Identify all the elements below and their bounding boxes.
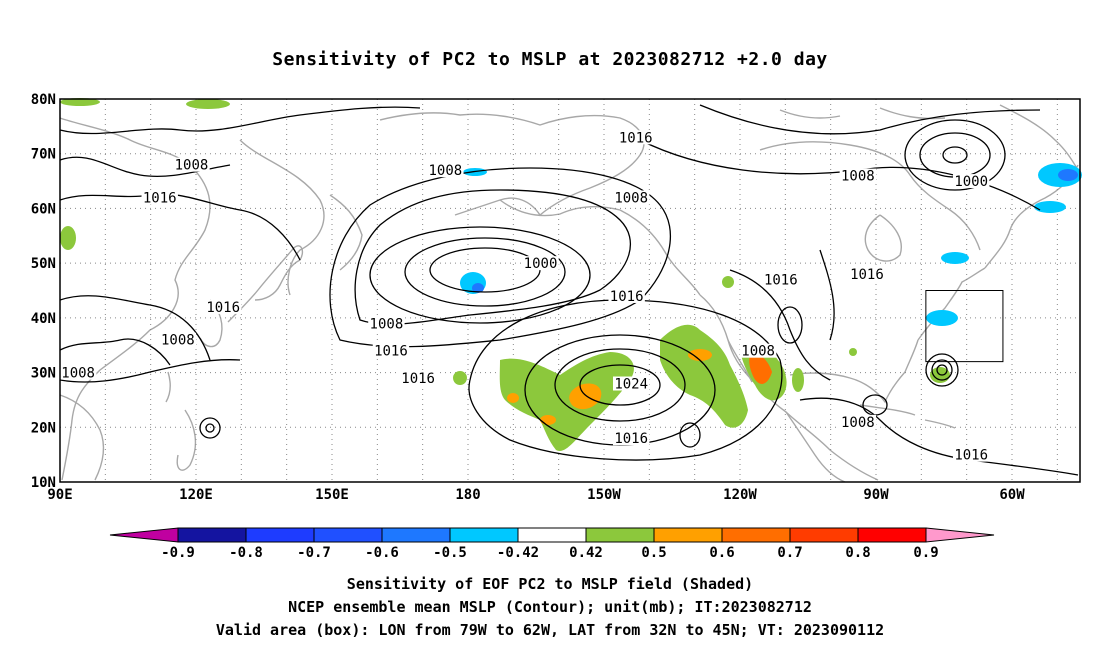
colorbar-arrow-left	[109, 527, 179, 543]
contour-label: 1024	[614, 377, 648, 393]
contour-label-bg	[608, 288, 645, 303]
contour-label: 1016	[850, 267, 884, 283]
colorbar-swatch	[313, 527, 383, 543]
colorbar-tick-label: 0.5	[641, 545, 666, 561]
contour-label: 1016	[614, 431, 648, 447]
contour-label: 1008	[161, 333, 195, 349]
lon-tick-label: 60W	[999, 487, 1025, 503]
contour-label-bg	[839, 168, 877, 183]
colorbar-swatch	[449, 527, 519, 543]
colorbar-tick-label: -0.5	[433, 545, 467, 561]
contour-label-bg	[173, 157, 210, 172]
contour-label: 1008	[841, 169, 875, 185]
colorbar-tick-label: 0.42	[569, 545, 603, 561]
lon-tick-label: 150E	[315, 487, 349, 503]
contour-label: 1016	[619, 130, 653, 146]
lat-tick-label: 70N	[31, 147, 56, 163]
colorbar-swatch	[857, 527, 927, 543]
colorbar-swatch	[789, 527, 859, 543]
contour-label-bg	[205, 299, 242, 314]
contour-label-bg	[141, 190, 178, 205]
contour-label-bg	[953, 174, 990, 189]
colorbar-tick-label: 0.9	[913, 545, 938, 561]
lat-tick-label: 10N	[31, 475, 56, 491]
lat-tick-label: 50N	[31, 256, 56, 272]
colorbar-tick-label: -0.7	[297, 545, 331, 561]
contour-label-bg	[613, 190, 650, 205]
lat-tick-label: 40N	[31, 311, 56, 327]
lon-tick-label: 120E	[179, 487, 213, 503]
contour-label: 1008	[61, 366, 95, 382]
colorbar-tick-label: 0.6	[709, 545, 734, 561]
lon-tick-label: 180	[455, 487, 480, 503]
contour-label-bg	[59, 365, 97, 380]
lon-tick-label: 120W	[723, 487, 757, 503]
lon-tick-label: 90W	[863, 487, 889, 503]
colorbar-swatch	[381, 527, 451, 543]
contour-label: 1008	[614, 190, 648, 206]
sensitivity-shading	[60, 98, 1082, 451]
contour-label: 1008	[175, 158, 209, 174]
contour-label: 1016	[954, 448, 988, 464]
colorbar-tick-label: -0.42	[497, 545, 539, 561]
contour-label: 1016	[610, 289, 644, 305]
contour-label: 1008	[370, 316, 404, 332]
contour-label-bg	[953, 447, 990, 462]
contour-label: 1008	[841, 415, 875, 431]
lon-tick-label: 90E	[47, 487, 72, 503]
contour-label: 1016	[143, 190, 177, 206]
contour-label-bg	[522, 256, 559, 271]
contour-label: 1016	[401, 371, 435, 387]
plot-title: Sensitivity of PC2 to MSLP at 2023082712…	[272, 49, 828, 70]
lon-tick-label: 150W	[587, 487, 621, 503]
colorbar-tick-label: 0.7	[777, 545, 802, 561]
latitude-labels: 80N 70N 60N 50N 40N 30N 20N 10N	[31, 92, 56, 491]
colorbar-swatch	[245, 527, 315, 543]
colorbar-tick-label: -0.9	[161, 545, 195, 561]
colorbar-tick-label: -0.8	[229, 545, 263, 561]
contour-label: 1016	[374, 344, 408, 360]
contour-label: 1008	[741, 344, 775, 360]
contour-label-bg	[762, 272, 799, 287]
contour-label-bg	[427, 163, 464, 178]
lat-tick-label: 20N	[31, 420, 56, 436]
contour-label: 1016	[764, 273, 798, 289]
contour-label-bg	[159, 332, 197, 347]
contour-label-bg	[372, 343, 410, 358]
footer-line-1: Sensitivity of EOF PC2 to MSLP field (Sh…	[346, 575, 754, 593]
colorbar-swatch	[177, 527, 247, 543]
contour-label-bg	[617, 130, 654, 145]
colorbar-swatch	[721, 527, 791, 543]
contour-label-bg	[399, 371, 437, 386]
footer-line-2: NCEP ensemble mean MSLP (Contour); unit(…	[288, 598, 812, 616]
contour-label-bg	[739, 343, 777, 358]
sensitivity-map: 1008 1008 1016 1008 1008 1000 1016 1000 1016 1008…	[31, 92, 1082, 561]
contour-labels: 1008 1008 1016 1008 1008 1000 1016 1000 1016 1008…	[59, 130, 990, 464]
contour-label: 1000	[524, 256, 558, 272]
contour-label: 1000	[954, 174, 988, 190]
map-frame	[59, 98, 1081, 483]
contour-label-bg	[613, 376, 650, 391]
colorbar-swatch	[585, 527, 655, 543]
contour-label: 1008	[428, 163, 462, 179]
lat-tick-label: 60N	[31, 201, 56, 217]
longitude-labels: 90E 120E 150E 180 150W 120W 90W 60W	[47, 487, 1025, 503]
colorbar-tick-label: -0.6	[365, 545, 399, 561]
lat-tick-label: 80N	[31, 92, 56, 108]
contour-label-bg	[613, 431, 650, 446]
colorbar: -0.9 -0.8 -0.7 -0.6 -0.5 -0.42 0.42 0.5 0.6 0.7 0.…	[109, 527, 995, 561]
lat-tick-label: 30N	[31, 366, 56, 382]
colorbar-tick-label: 0.8	[845, 545, 870, 561]
contour-label-bg	[848, 267, 886, 282]
contour-label: 1016	[206, 300, 240, 316]
colorbar-swatch	[517, 527, 587, 543]
footer-line-3: Valid area (box): LON from 79W to 62W, L…	[215, 621, 885, 639]
contour-label-bg	[839, 414, 877, 429]
valid-area-box	[925, 290, 1004, 363]
colorbar-arrow-right	[925, 527, 995, 543]
contour-label-bg	[368, 316, 405, 331]
colorbar-swatch	[653, 527, 723, 543]
